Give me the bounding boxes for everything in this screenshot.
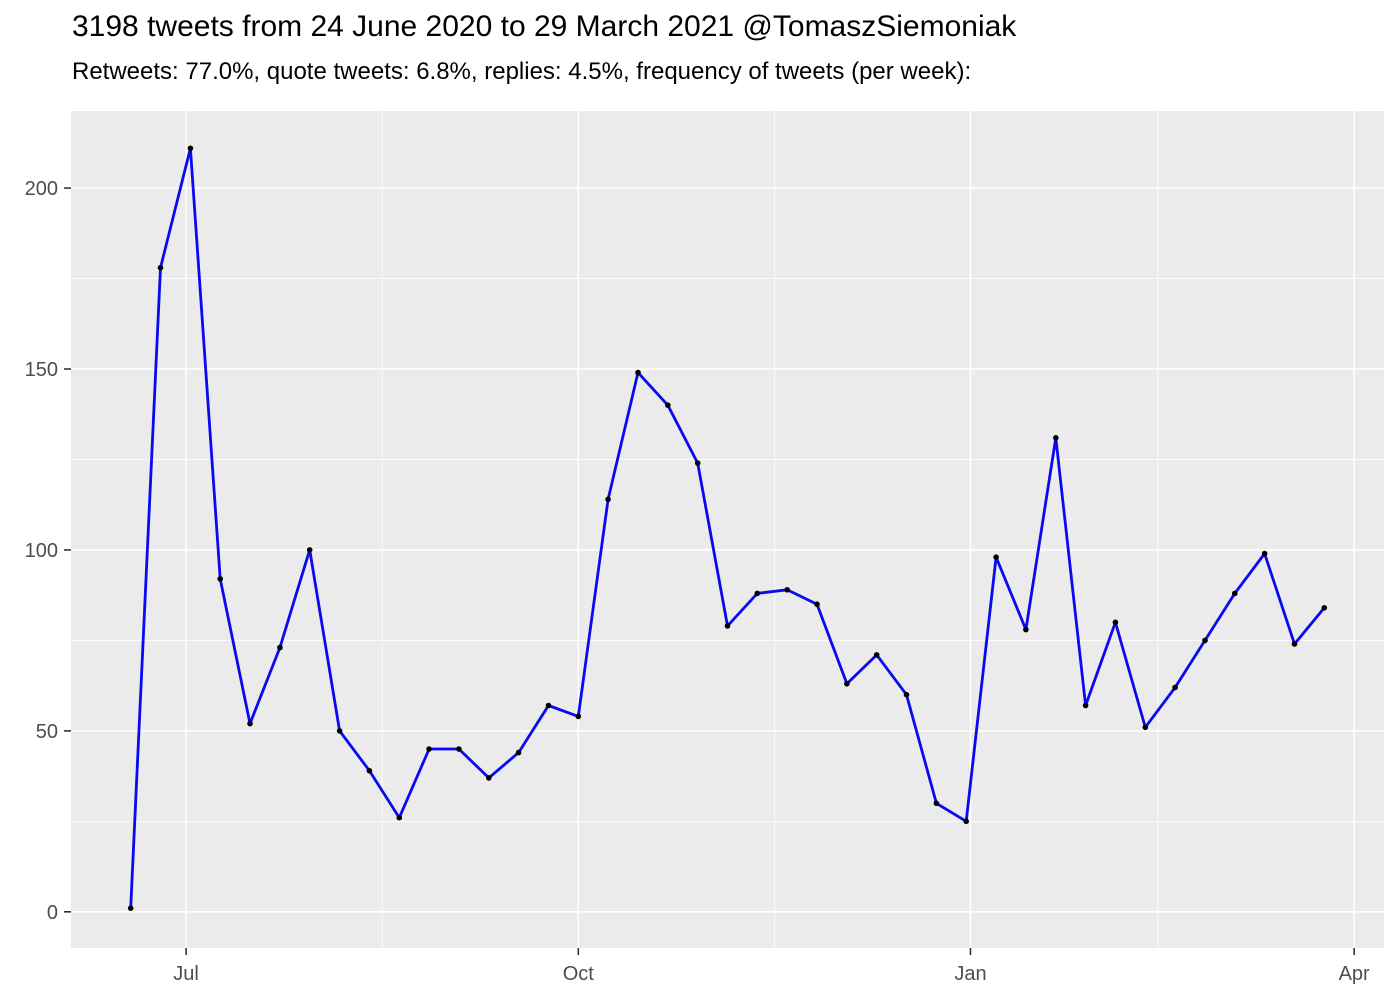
data-point: [247, 720, 253, 727]
data-point: [336, 728, 343, 734]
chart-subtitle: Retweets: 77.0%, quote tweets: 6.8%, rep…: [72, 58, 972, 85]
data-point: [814, 601, 820, 607]
plot-panel: [71, 111, 1384, 948]
data-point: [754, 590, 761, 597]
chart-title: 3198 tweets from 24 June 2020 to 29 Marc…: [72, 10, 1017, 43]
data-point: [127, 905, 134, 911]
data-point: [1232, 590, 1238, 597]
data-point: [1261, 550, 1268, 557]
data-point: [1112, 619, 1119, 626]
x-axis-tick-label: Apr: [1339, 963, 1370, 985]
data-point: [545, 702, 552, 709]
data-point: [1172, 684, 1178, 691]
data-point: [306, 547, 313, 553]
y-axis-tick-label: 200: [25, 178, 58, 200]
data-point: [1142, 724, 1149, 731]
data-point: [277, 644, 283, 651]
data-point: [1321, 605, 1328, 611]
data-point: [456, 746, 462, 752]
data-point: [605, 496, 611, 503]
y-axis-tick-label: 0: [47, 902, 58, 924]
data-point: [1023, 626, 1029, 633]
y-axis-tick-label: 100: [25, 540, 58, 562]
y-axis-tick-label: 150: [25, 359, 58, 381]
data-point: [963, 818, 969, 825]
data-point: [903, 691, 910, 698]
data-point: [426, 746, 432, 752]
data-point: [933, 800, 940, 807]
x-axis-tick-label: Jan: [954, 963, 986, 985]
data-point: [1082, 702, 1089, 709]
x-axis-tick-label: Jul: [173, 963, 199, 985]
data-point: [515, 749, 522, 756]
data-point: [1053, 435, 1059, 441]
data-point: [1291, 641, 1298, 647]
data-point: [873, 652, 880, 658]
data-point: [665, 402, 671, 409]
data-point: [217, 576, 223, 582]
data-point: [396, 814, 403, 821]
data-point: [187, 145, 194, 152]
x-axis-tick-label: Oct: [563, 963, 595, 985]
y-axis-tick-label: 50: [36, 721, 58, 743]
data-point: [1202, 637, 1208, 644]
data-point: [993, 554, 999, 560]
data-point: [366, 767, 373, 774]
data-point: [575, 713, 582, 720]
data-point: [694, 460, 701, 466]
data-point: [724, 623, 731, 629]
data-point: [635, 369, 641, 376]
data-point: [784, 587, 790, 593]
data-point: [486, 775, 492, 781]
data-point: [844, 681, 850, 687]
data-point: [157, 264, 164, 271]
